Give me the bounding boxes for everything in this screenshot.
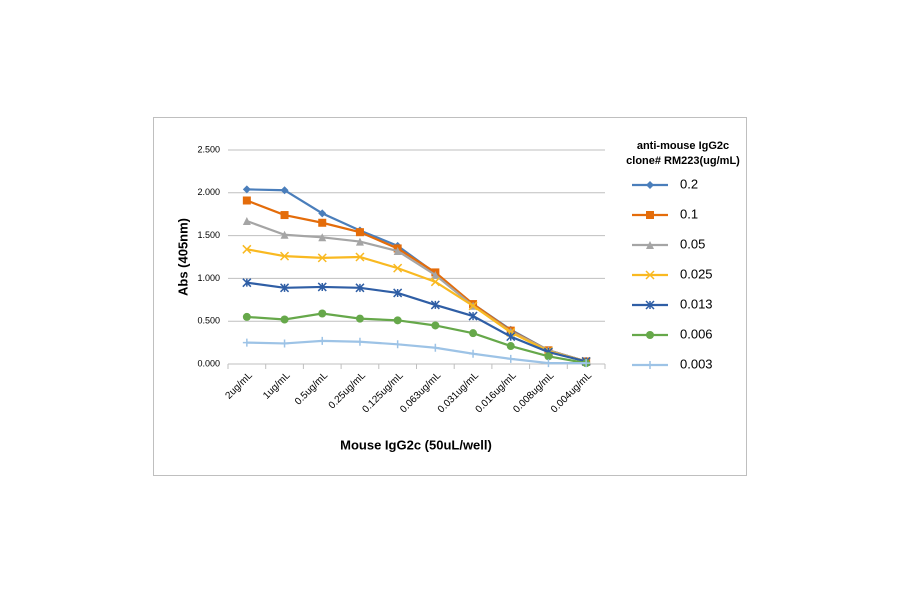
marker (469, 329, 478, 338)
marker (544, 359, 553, 368)
marker (469, 349, 478, 358)
marker (431, 321, 440, 330)
marker (393, 288, 403, 298)
marker (355, 314, 364, 323)
marker (355, 337, 364, 346)
marker (242, 217, 251, 226)
marker (431, 270, 440, 279)
marker (242, 196, 251, 205)
marker (431, 343, 440, 352)
legend-label: 0.013 (680, 296, 713, 311)
marker (506, 332, 516, 342)
series-line (246, 339, 587, 365)
marker (468, 301, 478, 311)
marker (280, 230, 289, 239)
marker (393, 263, 403, 273)
marker (280, 339, 289, 348)
marker (242, 278, 252, 288)
marker (318, 218, 327, 227)
marker (280, 186, 289, 195)
marker (393, 247, 402, 256)
legend-label: 0.003 (680, 356, 713, 371)
marker (280, 283, 290, 293)
marker (318, 336, 327, 345)
marker (506, 342, 515, 351)
x-axis-label: Mouse IgG2c (50uL/well) (340, 437, 492, 452)
marker (318, 233, 327, 242)
marker (646, 211, 654, 219)
marker (280, 251, 290, 261)
marker (646, 331, 654, 339)
marker (544, 352, 553, 361)
marker (317, 282, 327, 292)
marker (393, 340, 402, 349)
y-axis-label: Abs (405nm) (175, 218, 190, 296)
marker (355, 228, 364, 237)
marker (430, 277, 440, 287)
marker (280, 211, 289, 220)
marker (242, 185, 251, 194)
legend-label: 0.006 (680, 326, 713, 341)
y-tick-label: 1.500 (197, 230, 220, 240)
marker (582, 359, 591, 368)
legend-label: 0.1 (680, 206, 698, 221)
series-line (246, 281, 587, 363)
marker (355, 237, 364, 246)
legend-label: 0.05 (680, 236, 705, 251)
marker (646, 181, 654, 189)
marker (242, 338, 251, 347)
marker (468, 311, 478, 321)
series-line (246, 248, 587, 363)
marker (280, 315, 289, 324)
legend-label: 0.2 (680, 176, 698, 191)
y-tick-label: 2.500 (197, 144, 220, 154)
y-tick-label: 0.500 (197, 316, 220, 326)
legend-label: 0.025 (680, 266, 713, 281)
marker (430, 300, 440, 310)
legend-title: anti-mouse IgG2c (637, 140, 729, 152)
marker (318, 209, 327, 218)
marker (646, 361, 654, 369)
chart-frame (153, 117, 747, 476)
marker (318, 309, 327, 318)
marker (645, 300, 655, 310)
marker (645, 270, 655, 280)
marker (393, 316, 402, 325)
marker (242, 244, 252, 254)
legend-title: clone# RM223(ug/mL) (626, 155, 740, 167)
y-tick-label: 2.000 (197, 187, 220, 197)
marker (317, 253, 327, 263)
y-tick-label: 1.000 (197, 273, 220, 283)
marker (506, 354, 515, 363)
marker (355, 283, 365, 293)
y-tick-label: 0.000 (197, 358, 220, 368)
marker (242, 312, 251, 321)
marker (646, 241, 654, 249)
marker (355, 252, 365, 262)
series-line (246, 312, 587, 365)
